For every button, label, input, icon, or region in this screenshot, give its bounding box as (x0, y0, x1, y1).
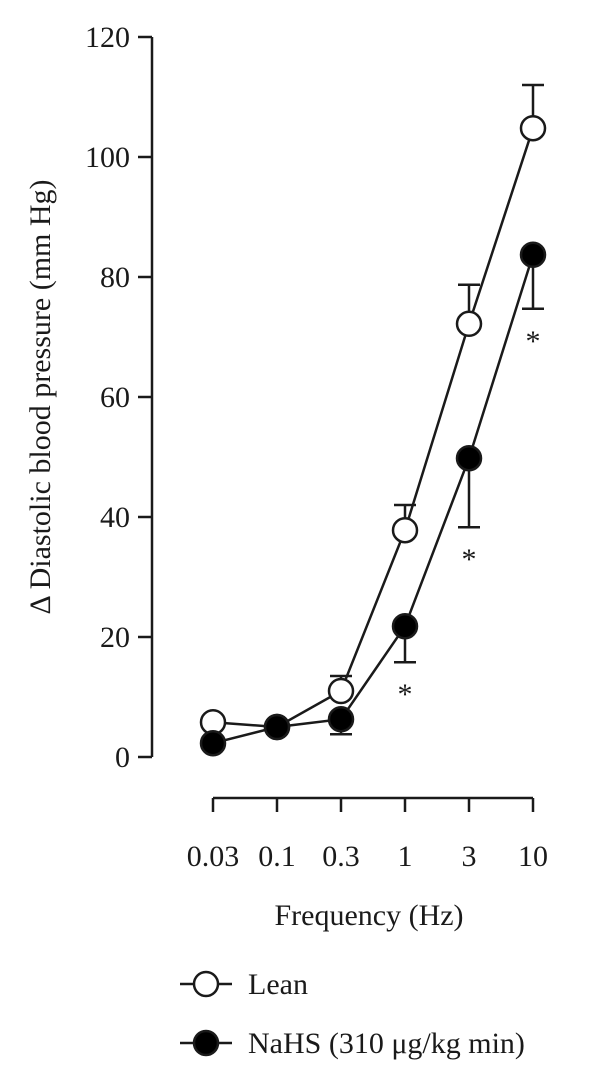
significance-asterisk: * (462, 543, 477, 576)
y-tick-label: 40 (100, 501, 130, 534)
legend-label: NaHS (310 μg/kg min) (248, 1027, 525, 1060)
data-point-filled (327, 705, 355, 733)
data-point-filled (455, 444, 483, 472)
x-tick-label: 0.3 (322, 840, 360, 873)
y-tick-label: 100 (85, 141, 130, 174)
y-tick-label: 0 (115, 741, 130, 774)
y-tick-label: 80 (100, 261, 130, 294)
data-point-open (327, 677, 355, 705)
y-tick-label: 120 (85, 21, 130, 54)
x-axis-title: Frequency (Hz) (274, 899, 463, 932)
significance-asterisk: * (526, 325, 541, 358)
plot-area (199, 83, 547, 757)
significance-asterisk: * (398, 678, 413, 711)
y-axis: 0 20 40 60 80 100 120 (85, 21, 154, 774)
data-point-filled (263, 713, 291, 741)
data-point-open (391, 516, 419, 544)
x-tick-label: 0.03 (187, 840, 240, 873)
data-point-filled (519, 241, 547, 269)
y-tick-label: 60 (100, 381, 130, 414)
series-nahs (199, 241, 547, 757)
series-lean (199, 83, 547, 741)
legend-label: Lean (248, 968, 308, 1001)
significance-marks: * * * (398, 325, 541, 711)
data-point-open (519, 114, 547, 142)
x-tick-label: 10 (518, 840, 548, 873)
y-axis-title: Δ Diastolic blood pressure (mm Hg) (24, 179, 57, 614)
y-tick-label: 20 (100, 621, 130, 654)
series-line (212, 254, 535, 745)
data-point-filled (391, 612, 419, 640)
data-point-open (455, 310, 483, 338)
legend-item: NaHS (310 μg/kg min) (180, 1027, 525, 1060)
legend-marker-open (192, 970, 220, 998)
x-tick-label: 3 (462, 840, 477, 873)
data-point-filled (199, 729, 227, 757)
legend-marker-filled (192, 1029, 220, 1057)
x-axis: 0.03 0.1 0.3 1 3 10 (187, 796, 548, 873)
legend-item: Lean (180, 968, 308, 1001)
series-line (212, 127, 535, 729)
legend: Lean NaHS (310 μg/kg min) (180, 968, 525, 1060)
x-tick-label: 0.1 (258, 840, 296, 873)
x-tick-label: 1 (398, 840, 413, 873)
